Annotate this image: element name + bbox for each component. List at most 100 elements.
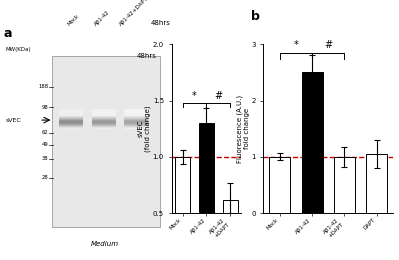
Bar [59,116,83,123]
Bar [92,118,116,124]
Bar [124,120,148,127]
Bar [92,119,116,125]
Bar [124,122,148,128]
Text: #: # [214,90,223,101]
Bar [124,119,148,125]
Bar [59,121,83,127]
Bar [124,114,148,121]
Bar [124,117,148,123]
Bar [59,123,83,129]
Text: Aβ1-42+DAPT: Aβ1-42+DAPT [119,0,150,27]
Bar [124,116,148,122]
Bar [124,114,148,120]
Bar [92,116,116,122]
Text: 62: 62 [42,131,49,135]
Bar [92,112,116,119]
Bar [124,115,148,122]
Bar [59,114,83,120]
Bar [92,109,116,116]
Bar [92,123,116,129]
Bar [59,118,83,125]
Bar [92,111,116,117]
Bar [59,113,83,119]
Bar [92,119,116,126]
Bar [92,109,116,115]
Text: Medium: Medium [91,241,119,247]
Bar [92,111,116,118]
Bar [59,118,83,124]
Bar [59,117,83,124]
Bar [124,119,148,126]
Bar [59,113,83,119]
Bar [124,114,148,120]
Text: a: a [4,27,12,40]
Bar [124,118,148,125]
Bar [59,116,83,122]
Bar [92,110,116,117]
Bar [124,112,148,118]
Bar [92,121,116,127]
Bar [199,123,214,260]
Bar [59,119,83,125]
Bar [124,113,148,120]
Text: 188: 188 [39,84,49,89]
Bar [269,157,290,213]
Bar [59,117,83,123]
Text: 28: 28 [42,175,49,180]
Bar [59,121,83,128]
Bar [92,113,116,120]
Bar [59,115,83,121]
Bar [124,116,148,122]
Bar [92,117,116,124]
Bar [59,111,83,118]
Bar [124,117,148,124]
Bar [92,111,116,118]
Bar [59,113,83,120]
Bar [124,115,148,121]
Bar [175,157,190,260]
Bar [124,113,148,119]
Bar [124,120,148,126]
Bar [59,119,83,126]
Bar [92,122,116,128]
Bar [92,113,116,119]
Bar [59,116,83,122]
Bar [92,113,116,119]
Bar [92,120,116,127]
Bar [59,112,83,118]
Text: MW(KDa): MW(KDa) [6,47,31,51]
Bar [124,109,148,116]
Text: 38: 38 [42,156,49,161]
Bar [124,121,148,127]
Bar [92,120,116,126]
Bar [124,121,148,128]
Bar [92,114,116,121]
Bar [92,117,116,123]
Text: *: * [294,40,298,50]
Bar [92,122,116,129]
Text: 48hrs: 48hrs [136,54,156,60]
Bar [92,121,116,127]
Bar [59,121,83,127]
Bar [59,111,83,118]
Text: Mock: Mock [66,14,80,27]
Bar [92,114,116,120]
Y-axis label: sVEC
(fold change): sVEC (fold change) [138,105,151,152]
Bar [302,72,322,213]
Bar [92,118,116,125]
Bar [59,119,83,125]
Bar [124,122,148,128]
Bar [59,110,83,116]
Bar [59,114,83,120]
Bar [59,115,83,121]
Bar [124,111,148,118]
Bar [92,115,116,121]
Bar [124,112,148,119]
Bar [59,114,83,121]
Bar [124,111,148,118]
Bar [92,114,116,120]
Bar [59,120,83,126]
Bar [59,110,83,116]
Bar [59,111,83,117]
Bar [124,119,148,125]
